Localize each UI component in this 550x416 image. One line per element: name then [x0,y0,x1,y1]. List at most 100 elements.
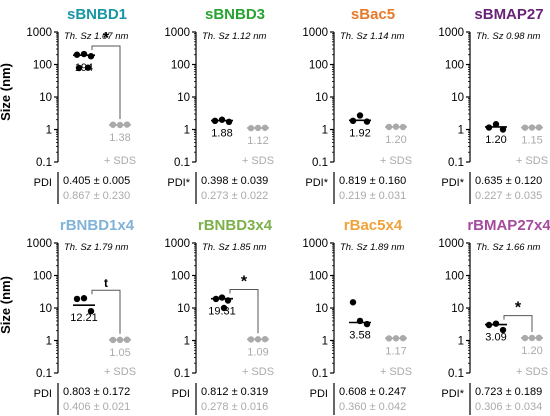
panel-title: sBac5 [351,6,395,23]
y-tick-label: 1000 [302,27,328,39]
y-tick-label: 10 [315,92,328,104]
data-point [73,295,81,303]
significance-marker: * [103,30,110,47]
panel-title: rBNBD3x4 [198,217,273,234]
y-tick-label: 10 [39,303,52,315]
data-point [499,126,507,133]
y-tick-label: 1000 [164,238,190,250]
y-tick-label: 1 [458,125,464,137]
panel-rBMAP27x4: rBMAP27x4 Th. Sz 1.66 nm 0.1 1 10 100 1000 3.09… [438,217,550,415]
mean-label: 3.58 [349,329,370,341]
significance-marker: * [515,300,522,317]
panel-title: rBNBD1x4 [60,217,135,234]
data-point [87,307,95,315]
y-tick-label: 1 [458,336,464,348]
y-tick-label: 1 [322,125,328,137]
data-point-sds [392,123,400,130]
data-point [356,317,364,325]
data-point [211,117,219,125]
y-tick-label: 1000 [26,238,52,250]
data-point-sds [521,334,529,342]
pdi-label: PDI* [441,388,464,400]
sds-label: + SDS [380,155,412,167]
significance-bracket [503,315,533,332]
panel-rBac5x4: rBac5x4 Th. Sz 1.89 nm 0.1 1 10 100 1000 3.58 1.… [302,217,412,415]
data-point-sds [528,334,536,342]
panel-title: sBMAP27 [474,6,543,23]
data-point [84,64,92,71]
mean-label-sds: 1.20 [521,345,542,357]
panel-title: sBNBD1 [67,6,127,23]
pdi-label: PDI [310,388,328,400]
data-point [363,118,371,125]
panels: sBNBD1 Th. Sz 1.07 nm 0.1 1 10 100 1000 194 1.38… [26,6,550,415]
pdi-label: PDI* [305,177,328,189]
data-point [218,116,226,123]
sds-label: + SDS [242,366,274,378]
data-point-sds [247,336,255,343]
data-point [87,53,95,60]
mean-label-sds: 1.09 [247,346,268,358]
mean-label: 1.88 [211,128,232,140]
data-point-sds [109,121,117,128]
data-point-sds [385,123,393,131]
y-tick-label: 100 [445,60,464,72]
data-point [485,321,493,329]
data-point [349,299,357,306]
panel-rBNBD3x4: rBNBD3x4 Th. Sz 1.85 nm 0.1 1 10 100 1000 19.31… [164,217,274,415]
y-tick-label: 10 [177,303,190,315]
y-tick-label: 100 [33,271,52,283]
data-point-sds [261,124,269,131]
pdi-value: 0.635 ± 0.120 [475,175,542,187]
pdi-value: 0.398 ± 0.039 [201,175,268,187]
data-point-sds [535,124,543,131]
sds-label: + SDS [104,366,136,378]
pdi-value-sds: 0.406 ± 0.021 [63,401,130,413]
significance-bracket [91,289,121,334]
pdi-label: PDI [172,388,190,400]
pdi-value: 0.819 ± 0.160 [339,175,406,187]
y-tick-label: 0.1 [36,368,52,380]
data-point-sds [521,124,529,131]
data-point-sds [385,335,393,342]
panel-subtitle: Th. Sz 1.89 nm [340,242,405,253]
mean-label-sds: 1.15 [521,135,542,147]
pdi-label: PDI* [167,177,190,189]
y-tick-label: 100 [33,60,52,72]
y-tick-label: 0.1 [312,368,328,380]
y-tick-label: 1000 [438,238,464,250]
panel-sBMAP27: sBMAP27 Th. Sz 0.98 nm 0.1 1 10 100 1000 1.20 1.… [438,6,548,204]
y-tick-label: 100 [309,60,328,72]
data-point [363,320,371,328]
significance-bracket [229,289,259,334]
pdi-value: 0.803 ± 0.172 [63,386,130,398]
y-tick-label: 1000 [164,27,190,39]
y-axis-label-top: Size (nm) [0,63,13,121]
pdi-value: 0.405 ± 0.005 [63,175,130,187]
data-point-sds [109,336,117,344]
mean-label: 1.20 [485,134,506,146]
data-point [75,64,83,72]
panel-subtitle: Th. Sz 1.66 nm [476,242,541,253]
mean-label: 194 [75,62,93,74]
y-tick-label: 1 [184,336,190,348]
y-tick-label: 0.1 [448,368,464,380]
pdi-label: PDI [34,388,52,400]
mean-label: 1.92 [349,127,370,139]
data-point [492,320,500,327]
data-point [220,304,228,312]
mean-label-sds: 1.05 [109,347,130,359]
pdi-value: 0.723 ± 0.189 [475,386,542,398]
y-tick-label: 10 [315,303,328,315]
pdi-label: PDI* [441,177,464,189]
pdi-value-sds: 0.360 ± 0.042 [339,401,406,413]
data-point-sds [399,334,407,342]
y-tick-label: 100 [171,271,190,283]
mean-label: 12.21 [70,312,98,324]
sds-label: + SDS [104,155,136,167]
panel-subtitle: Th. Sz 1.79 nm [64,242,129,253]
data-point [492,121,500,128]
data-point [80,50,88,58]
significance-marker: * [241,274,248,291]
